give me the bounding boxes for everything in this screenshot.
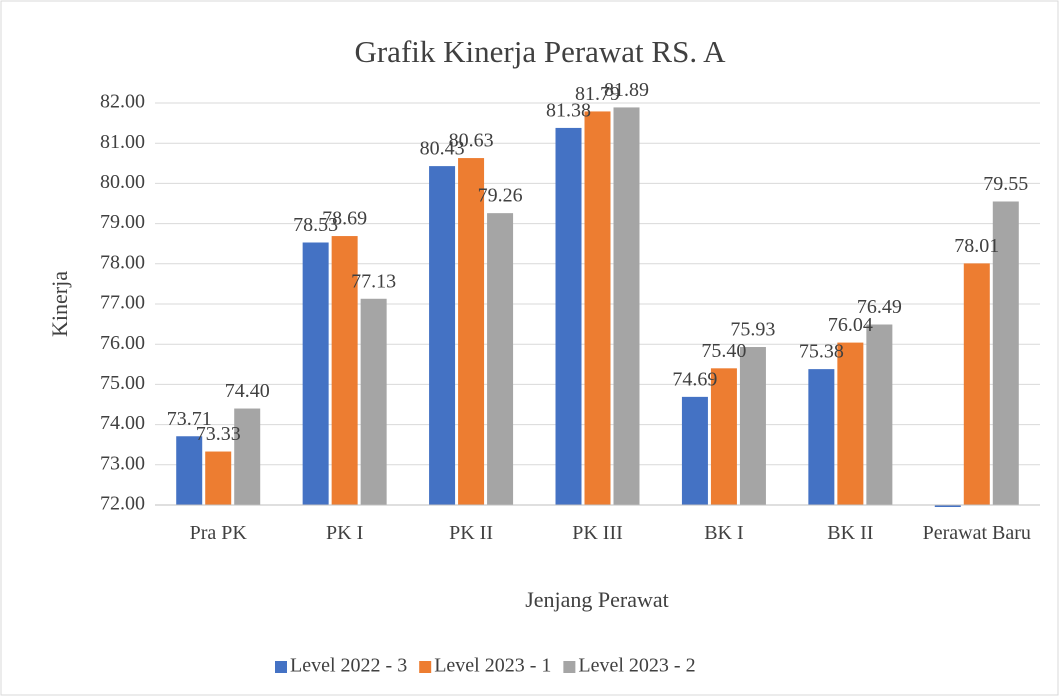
legend-swatch bbox=[275, 661, 287, 673]
bar bbox=[739, 347, 766, 505]
legend-swatch bbox=[563, 661, 576, 673]
bar bbox=[302, 242, 329, 505]
bars bbox=[176, 107, 1019, 508]
x-tick-label: PK I bbox=[326, 522, 364, 544]
legend-label: Level 2022 - 3 bbox=[290, 655, 407, 677]
x-axis-label: Jenjang Perawat bbox=[525, 587, 669, 612]
data-label: 76.49 bbox=[857, 296, 902, 318]
bar bbox=[710, 368, 737, 505]
y-tick-label: 75.00 bbox=[100, 372, 145, 394]
bar bbox=[234, 408, 261, 505]
data-label: 80.43 bbox=[420, 138, 465, 160]
bar bbox=[837, 342, 864, 505]
data-label: 75.38 bbox=[799, 341, 844, 363]
data-label: 73.71 bbox=[167, 408, 212, 430]
y-tick-label: 76.00 bbox=[100, 332, 145, 354]
data-label: 80.63 bbox=[449, 130, 494, 152]
data-label: 79.55 bbox=[983, 173, 1028, 195]
bar bbox=[866, 324, 893, 505]
data-label: 79.26 bbox=[478, 185, 523, 207]
y-tick-label: 72.00 bbox=[100, 493, 145, 515]
bar bbox=[331, 236, 358, 505]
x-tick-label: BK II bbox=[827, 522, 874, 544]
x-tick-label: Perawat Baru bbox=[922, 522, 1031, 544]
data-label: 81.38 bbox=[546, 100, 591, 122]
x-tick-label: PK III bbox=[572, 522, 623, 544]
data-label: 75.93 bbox=[730, 319, 775, 341]
bar bbox=[584, 111, 611, 505]
bar bbox=[963, 263, 990, 505]
data-label: 81.89 bbox=[604, 79, 649, 101]
bar bbox=[808, 369, 835, 505]
bar bbox=[205, 451, 232, 505]
y-tick-label: 80.00 bbox=[100, 171, 145, 193]
x-tick-label: PK II bbox=[449, 522, 493, 544]
data-label: 78.53 bbox=[293, 214, 338, 236]
y-tick-label: 73.00 bbox=[100, 452, 145, 474]
data-label: 75.40 bbox=[701, 340, 746, 362]
y-tick-label: 81.00 bbox=[100, 131, 145, 153]
y-axis-label: Kinerja bbox=[47, 271, 72, 337]
bar bbox=[681, 396, 708, 505]
y-tick-label: 78.00 bbox=[100, 251, 145, 273]
data-label: 78.69 bbox=[322, 208, 367, 230]
data-label: 77.13 bbox=[351, 270, 396, 292]
bar bbox=[934, 505, 961, 508]
y-tick-label: 74.00 bbox=[100, 412, 145, 434]
x-tick-label: Pra PK bbox=[189, 522, 247, 544]
legend-label: Level 2023 - 2 bbox=[578, 655, 695, 677]
data-label: 74.69 bbox=[672, 368, 717, 390]
bar bbox=[176, 436, 203, 505]
data-label: 78.01 bbox=[954, 235, 999, 257]
data-label: 73.33 bbox=[196, 423, 241, 445]
bar bbox=[458, 158, 485, 505]
bar bbox=[429, 166, 456, 505]
bar bbox=[360, 298, 387, 505]
data-label: 74.40 bbox=[225, 380, 270, 402]
chart-title: Grafik Kinerja Perawat RS. A bbox=[354, 34, 726, 69]
bar bbox=[613, 107, 640, 505]
bar bbox=[487, 213, 514, 505]
x-tick-label: BK I bbox=[704, 522, 744, 544]
y-tick-label: 82.00 bbox=[100, 91, 145, 113]
legend-label: Level 2023 - 1 bbox=[434, 655, 551, 677]
y-tick-label: 77.00 bbox=[100, 292, 145, 314]
bar bbox=[992, 201, 1019, 506]
data-label: 76.04 bbox=[828, 314, 873, 336]
y-tick-label: 79.00 bbox=[100, 211, 145, 233]
legend-swatch bbox=[419, 661, 432, 673]
bar bbox=[555, 127, 582, 505]
data-label: 81.79 bbox=[575, 83, 620, 105]
